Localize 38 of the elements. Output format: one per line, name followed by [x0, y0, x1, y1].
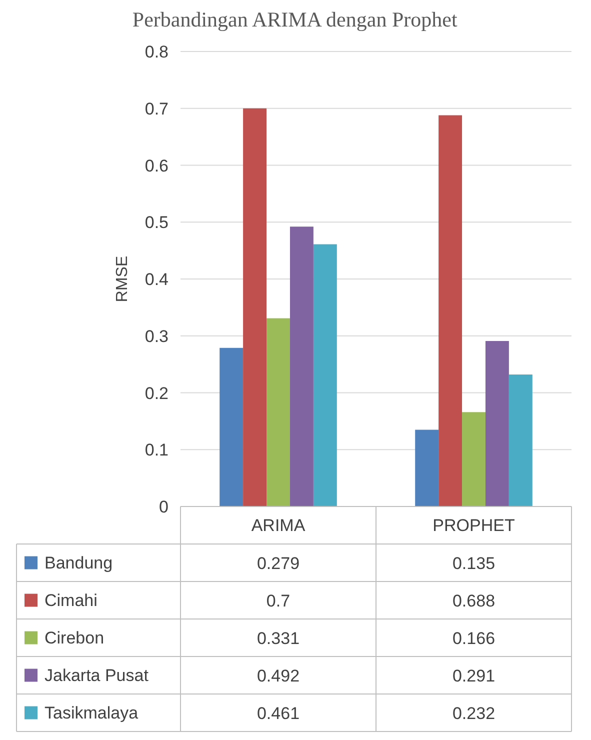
x-tick-label: ARIMA — [251, 516, 306, 535]
y-tick-label: 0.1 — [144, 440, 169, 460]
bar — [243, 108, 267, 506]
data-label: 0.135 — [452, 554, 496, 573]
bar — [266, 318, 290, 506]
y-tick-label: 0.7 — [144, 99, 169, 118]
legend-label: Jakarta Pusat — [44, 666, 149, 685]
data-label: 0.688 — [452, 591, 496, 610]
legend-label: Cirebon — [44, 628, 104, 648]
y-tick-label: 0.4 — [144, 270, 169, 289]
legend-label: Bandung — [44, 553, 113, 572]
data-label: 0.492 — [256, 666, 300, 686]
bar — [313, 244, 337, 506]
x-tick-label: PROPHET — [432, 516, 515, 535]
bar — [462, 412, 486, 506]
bar — [508, 374, 532, 506]
data-label: 0.166 — [452, 628, 496, 648]
y-axis-title: RMSE — [114, 256, 131, 302]
data-label: 0.291 — [452, 666, 496, 686]
data-label: 0.331 — [256, 628, 300, 648]
bar — [290, 226, 314, 506]
data-label: 0.232 — [452, 704, 496, 723]
y-tick-label: 0.3 — [144, 326, 169, 346]
data-label: 0.279 — [256, 554, 300, 573]
y-tick-label: 0 — [159, 498, 169, 516]
legend-label: Cimahi — [44, 590, 98, 610]
y-tick-label: 0.6 — [144, 156, 169, 176]
y-tick-label: 0.8 — [144, 42, 169, 62]
data-label: 0.7 — [266, 591, 290, 610]
data-label: 0.461 — [256, 704, 300, 723]
legend-label: Tasikmalaya — [44, 703, 139, 722]
y-tick-label: 0.2 — [144, 384, 169, 403]
bar — [220, 348, 244, 506]
bar — [438, 115, 462, 506]
y-tick-label: 0.5 — [144, 213, 169, 232]
bar — [415, 430, 439, 506]
chart-title: Perbandingan ARIMA dengan Prophet — [132, 8, 458, 32]
bar — [485, 340, 509, 506]
